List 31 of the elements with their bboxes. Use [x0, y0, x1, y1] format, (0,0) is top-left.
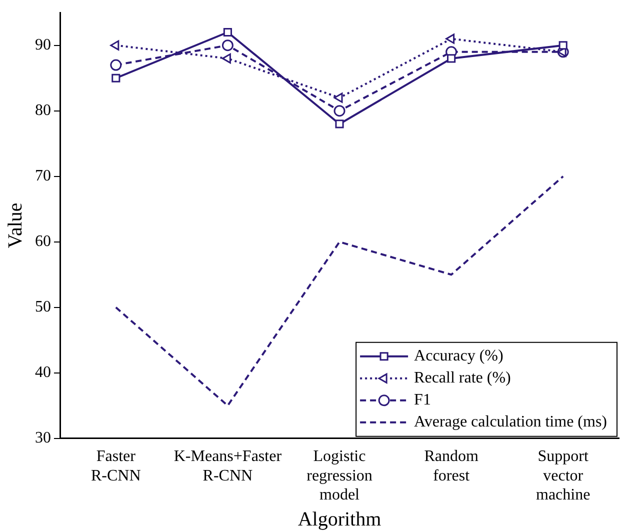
y-tick-label: 90 — [35, 36, 51, 54]
y-tick-label: 30 — [35, 430, 51, 447]
point — [222, 40, 234, 52]
point — [222, 53, 231, 64]
point — [335, 120, 344, 128]
y-tick-label: 60 — [35, 233, 51, 250]
x-tick-label: Support vector machine — [536, 448, 590, 504]
x-tick-label: K-Means+Faster R-CNN — [174, 448, 282, 484]
y-tick-label: 50 — [35, 298, 51, 316]
point — [334, 92, 343, 103]
point — [447, 54, 456, 63]
point — [110, 59, 122, 71]
y-tick-label: 80 — [35, 102, 51, 120]
y-axis-title: Value — [4, 202, 26, 248]
legend-label: Accuracy (%) — [414, 348, 504, 365]
point — [558, 41, 568, 50]
point — [223, 28, 232, 37]
y-tick-label: 40 — [35, 364, 51, 382]
point — [446, 34, 455, 44]
x-tick-label: Logistic regression model — [306, 448, 372, 504]
x-tick-label: Random forest — [424, 448, 479, 484]
legend-label: F1 — [414, 392, 431, 409]
x-tick-label: Faster R-CNN — [91, 448, 142, 484]
point — [334, 105, 346, 117]
point — [112, 74, 120, 82]
y-tick-label: 70 — [35, 168, 51, 185]
x-axis-title: Algorithm — [298, 508, 382, 530]
line-series — [114, 175, 564, 407]
legend-label: Recall rate (%) — [414, 370, 511, 387]
legend-label: Average calculation time (ms) — [414, 414, 607, 431]
point — [110, 40, 120, 50]
